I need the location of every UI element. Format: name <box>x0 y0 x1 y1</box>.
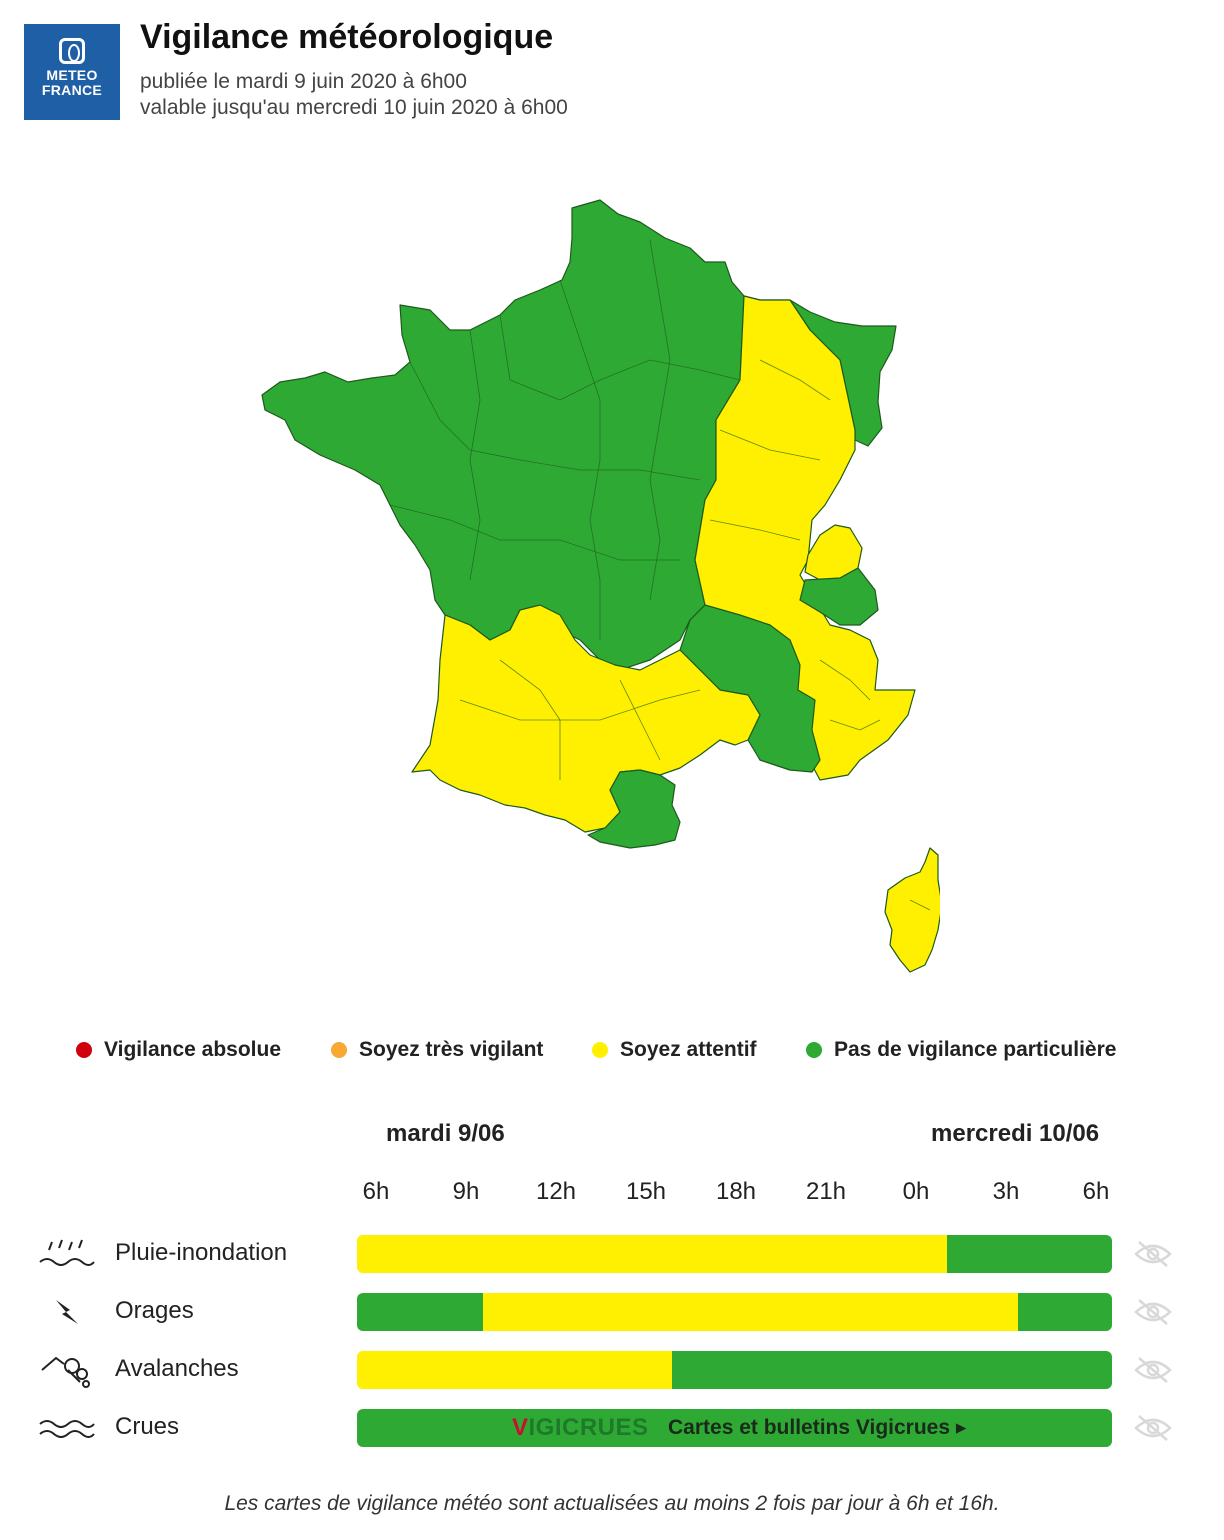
page-title: Vigilance météorologique <box>140 18 554 56</box>
hour-tick-label: 18h <box>715 1178 757 1205</box>
timeline-bar-avalanches[interactable] <box>357 1351 1112 1389</box>
legend-item-green: Pas de vigilance particulière <box>806 1038 1116 1062</box>
legend-label: Soyez attentif <box>620 1038 757 1061</box>
rain-flood-icon <box>38 1236 96 1272</box>
timeline-segment-green <box>946 1235 1112 1273</box>
department-borders <box>389 239 931 911</box>
row-label-orages: Orages <box>115 1297 194 1324</box>
hour-tick-label: 3h <box>992 1178 1020 1205</box>
eye-hidden-icon[interactable] <box>1133 1412 1173 1444</box>
footer-note: Les cartes de vigilance météo sont actua… <box>224 1492 1000 1515</box>
legend-label: Soyez très vigilant <box>359 1038 544 1061</box>
map-region-north-west[interactable] <box>261 199 897 671</box>
vigicrues-link[interactable]: Cartes et bulletins Vigicrues ▸ <box>668 1416 967 1439</box>
hour-tick-label: 9h <box>452 1178 480 1205</box>
legend-dot-yellow <box>592 1042 608 1058</box>
timeline-segment-green <box>1017 1293 1112 1331</box>
timeline-segment-yellow <box>482 1293 1018 1331</box>
vigilance-map[interactable] <box>240 180 940 980</box>
logo-text-line1: METEO <box>46 67 98 83</box>
day-label-end: mercredi 10/06 <box>931 1120 1100 1147</box>
legend-item-yellow: Soyez attentif <box>592 1038 757 1062</box>
hour-tick-label: 21h <box>805 1178 847 1205</box>
legend-label: Vigilance absolue <box>104 1038 282 1061</box>
row-label-pluie: Pluie-inondation <box>115 1239 288 1266</box>
hour-tick-label: 12h <box>535 1178 577 1205</box>
map-region-pyrenees-east[interactable] <box>587 769 681 849</box>
map-region-corsica[interactable] <box>884 847 940 973</box>
logo-text-line2: FRANCE <box>41 82 103 98</box>
legend-item-red: Vigilance absolue <box>76 1038 281 1062</box>
row-label-crues: Crues <box>115 1413 180 1440</box>
timeline-segment-yellow <box>357 1235 947 1273</box>
legend-dot-orange <box>331 1042 347 1058</box>
hour-tick-label: 15h <box>625 1178 667 1205</box>
map-region-alps-green[interactable] <box>799 567 879 626</box>
eye-hidden-icon[interactable] <box>1133 1296 1173 1328</box>
timeline-segment-yellow <box>357 1351 672 1389</box>
vigicrues-logo[interactable]: VIGICRUES <box>512 1414 649 1441</box>
eye-hidden-icon[interactable] <box>1133 1238 1173 1270</box>
timeline-segment-green <box>357 1293 483 1331</box>
valid-until-date: valable jusqu'au mercredi 10 juin 2020 à… <box>140 96 568 119</box>
vigicrues-logo-text: IGICRUES <box>528 1414 649 1441</box>
hour-tick-label: 0h <box>902 1178 930 1205</box>
row-label-avalanches: Avalanches <box>115 1355 239 1382</box>
legend-label: Pas de vigilance particulière <box>834 1038 1117 1061</box>
meteo-france-logo: METEO FRANCE <box>24 24 120 120</box>
map-region-south-west[interactable] <box>411 604 761 833</box>
waves-icon <box>38 1410 96 1446</box>
published-date: publiée le mardi 9 juin 2020 à 6h00 <box>140 70 467 93</box>
lightning-icon <box>38 1294 96 1330</box>
meteo-france-emblem-icon <box>59 38 85 64</box>
eye-hidden-icon[interactable] <box>1133 1354 1173 1386</box>
legend-dot-green <box>806 1042 822 1058</box>
avalanche-icon <box>38 1352 96 1388</box>
hour-tick-label: 6h <box>1082 1178 1110 1205</box>
hour-tick-label: 6h <box>362 1178 390 1205</box>
timeline-bar-pluie[interactable] <box>357 1235 1112 1273</box>
timeline-bar-orages[interactable] <box>357 1293 1112 1331</box>
legend-dot-red <box>76 1042 92 1058</box>
legend-item-orange: Soyez très vigilant <box>331 1038 543 1062</box>
day-label-start: mardi 9/06 <box>386 1120 505 1147</box>
timeline-segment-green <box>671 1351 1112 1389</box>
timeline-bar-crues[interactable] <box>357 1409 1112 1447</box>
